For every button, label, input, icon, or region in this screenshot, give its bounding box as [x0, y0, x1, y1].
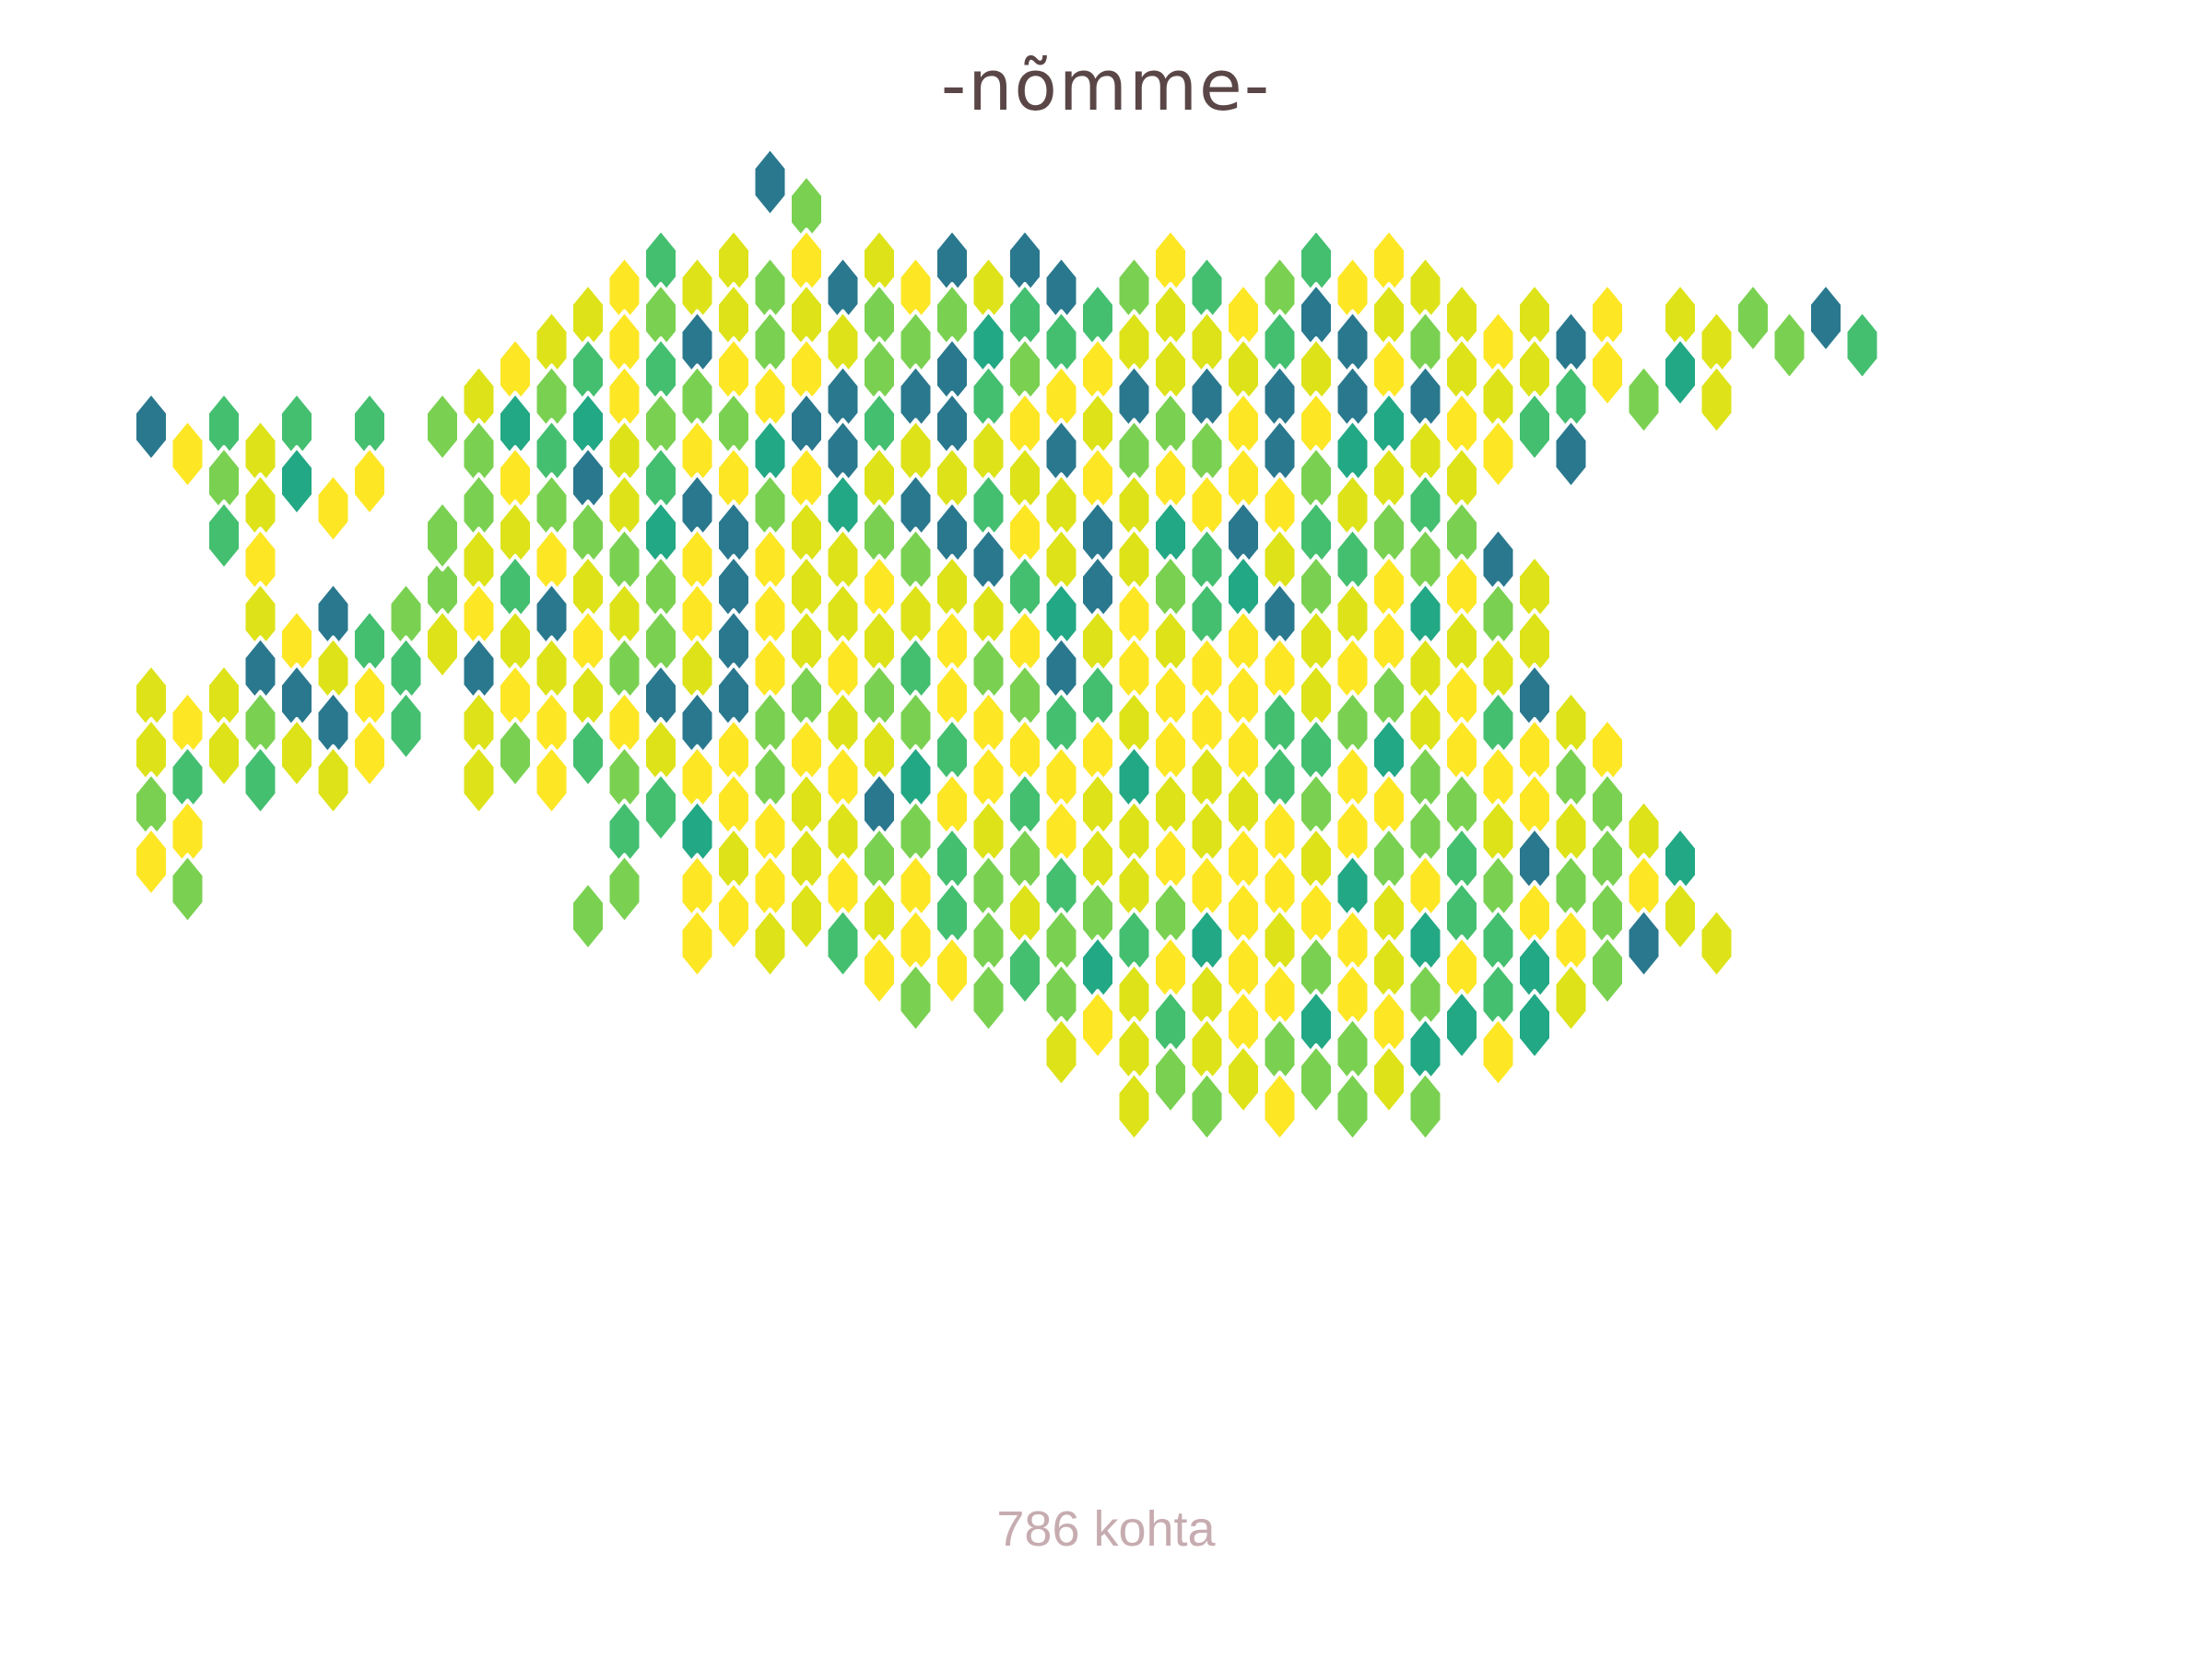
hex-cell [1298, 1043, 1335, 1115]
hex-cell [314, 472, 352, 545]
hex-cell [278, 445, 315, 517]
hex-cell [1188, 1070, 1226, 1143]
hex-cell [1479, 1016, 1517, 1088]
hex-cell [1443, 989, 1480, 1061]
hex-cell [934, 935, 971, 1006]
hex-cell [351, 445, 388, 517]
hex-cell [1371, 1043, 1407, 1115]
hex-cell [1115, 1070, 1153, 1143]
hex-cell [970, 961, 1007, 1034]
hex-cell [387, 689, 425, 762]
hex-cell [1552, 418, 1590, 490]
hex-cell [1042, 1016, 1080, 1088]
hex-cell [169, 418, 206, 490]
hex-cell [1625, 907, 1663, 980]
hex-cell [642, 771, 679, 843]
hex-cell [1662, 880, 1699, 952]
hex-cell [1516, 989, 1553, 1061]
hex-cell [314, 744, 352, 817]
hex-cell [1479, 418, 1517, 490]
hex-cell [1225, 1043, 1262, 1115]
hex-cell [1552, 961, 1590, 1034]
hex-cell [1406, 1070, 1444, 1143]
hex-cell [1516, 391, 1553, 463]
hex-cell [897, 961, 935, 1034]
hex-cell [133, 391, 170, 463]
place-count: 786 kohta [996, 1501, 1216, 1557]
hex-cell [1771, 309, 1808, 382]
hex-cell [278, 717, 315, 789]
hex-cell [424, 391, 461, 463]
hex-cell [751, 146, 789, 218]
hex-cell [133, 826, 170, 898]
hex-cell [570, 880, 606, 952]
hex-cell [1625, 363, 1663, 436]
hex-cell [788, 880, 825, 952]
hex-cell [751, 907, 789, 980]
hex-cell [1807, 282, 1844, 354]
hex-cell [351, 717, 388, 789]
hex-cell [715, 880, 752, 952]
hex-cell [1334, 1070, 1371, 1143]
hex-cell [169, 853, 206, 925]
hex-cell [606, 853, 643, 925]
map-title: -nõmme- [940, 44, 1272, 126]
hex-cell [678, 907, 716, 980]
hex-cell [460, 744, 498, 817]
hex-cell [206, 500, 242, 571]
hex-cell [1698, 907, 1735, 980]
hex-cell [1589, 336, 1626, 408]
hex-cell [533, 744, 571, 817]
hex-cell [1843, 309, 1881, 382]
hex-cell [824, 907, 862, 980]
hex-cell [241, 744, 279, 817]
hex-cell [1589, 935, 1626, 1006]
hex-cell [1006, 935, 1043, 1006]
hex-cell [1698, 363, 1735, 436]
hex-cell [424, 500, 461, 571]
hex-cell [1662, 336, 1699, 408]
hex-cell [206, 717, 242, 789]
hex-cell [1152, 1043, 1189, 1115]
hex-cell [1079, 989, 1116, 1061]
hex-cell [1261, 1070, 1299, 1143]
hex-cell [570, 717, 606, 789]
hex-cell [497, 717, 534, 789]
hex-cell [424, 608, 461, 680]
hex-cell [861, 935, 898, 1006]
hex-cell [1735, 282, 1771, 354]
